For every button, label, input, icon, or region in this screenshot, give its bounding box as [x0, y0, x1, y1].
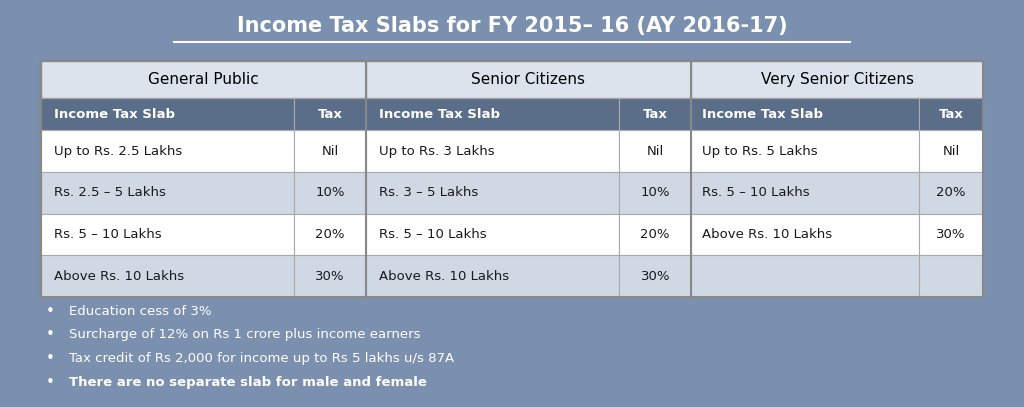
Text: 20%: 20%	[936, 186, 966, 199]
Text: Nil: Nil	[646, 145, 664, 158]
Text: •: •	[46, 304, 55, 319]
Text: Tax: Tax	[317, 108, 343, 121]
Text: Up to Rs. 2.5 Lakhs: Up to Rs. 2.5 Lakhs	[53, 145, 182, 158]
Text: Rs. 2.5 – 5 Lakhs: Rs. 2.5 – 5 Lakhs	[53, 186, 166, 199]
Text: Income Tax Slab: Income Tax Slab	[379, 108, 500, 121]
Text: Rs. 5 – 10 Lakhs: Rs. 5 – 10 Lakhs	[702, 186, 810, 199]
Text: 30%: 30%	[315, 270, 345, 283]
Text: 30%: 30%	[640, 270, 670, 283]
Text: Rs. 5 – 10 Lakhs: Rs. 5 – 10 Lakhs	[53, 228, 161, 241]
Text: Very Senior Citizens: Very Senior Citizens	[761, 72, 913, 87]
Text: Nil: Nil	[322, 145, 339, 158]
Text: There are no separate slab for male and female: There are no separate slab for male and …	[69, 376, 426, 389]
Text: Tax credit of Rs 2,000 for income up to Rs 5 lakhs u/s 87A: Tax credit of Rs 2,000 for income up to …	[69, 352, 454, 365]
Text: 10%: 10%	[315, 186, 345, 199]
Text: 10%: 10%	[640, 186, 670, 199]
Text: 30%: 30%	[936, 228, 966, 241]
Text: Rs. 5 – 10 Lakhs: Rs. 5 – 10 Lakhs	[379, 228, 486, 241]
Text: Up to Rs. 3 Lakhs: Up to Rs. 3 Lakhs	[379, 145, 495, 158]
Text: Above Rs. 10 Lakhs: Above Rs. 10 Lakhs	[702, 228, 833, 241]
Text: Income Tax Slab: Income Tax Slab	[702, 108, 823, 121]
Text: Tax: Tax	[938, 108, 964, 121]
Text: Nil: Nil	[942, 145, 959, 158]
Text: Rs. 3 – 5 Lakhs: Rs. 3 – 5 Lakhs	[379, 186, 478, 199]
Text: •: •	[46, 375, 55, 389]
Text: Surcharge of 12% on Rs 1 crore plus income earners: Surcharge of 12% on Rs 1 crore plus inco…	[69, 328, 420, 341]
Text: Education cess of 3%: Education cess of 3%	[69, 305, 211, 318]
Text: Above Rs. 10 Lakhs: Above Rs. 10 Lakhs	[379, 270, 509, 283]
Text: Senior Citizens: Senior Citizens	[471, 72, 586, 87]
Text: Tax: Tax	[643, 108, 668, 121]
Text: Up to Rs. 5 Lakhs: Up to Rs. 5 Lakhs	[702, 145, 818, 158]
Text: 20%: 20%	[315, 228, 345, 241]
Text: Income Tax Slab: Income Tax Slab	[53, 108, 175, 121]
Text: General Public: General Public	[148, 72, 259, 87]
Text: Above Rs. 10 Lakhs: Above Rs. 10 Lakhs	[53, 270, 183, 283]
Text: 20%: 20%	[640, 228, 670, 241]
Text: •: •	[46, 351, 55, 366]
Text: •: •	[46, 328, 55, 342]
Text: Income Tax Slabs for FY 2015– 16 (AY 2016-17): Income Tax Slabs for FY 2015– 16 (AY 201…	[237, 16, 787, 37]
